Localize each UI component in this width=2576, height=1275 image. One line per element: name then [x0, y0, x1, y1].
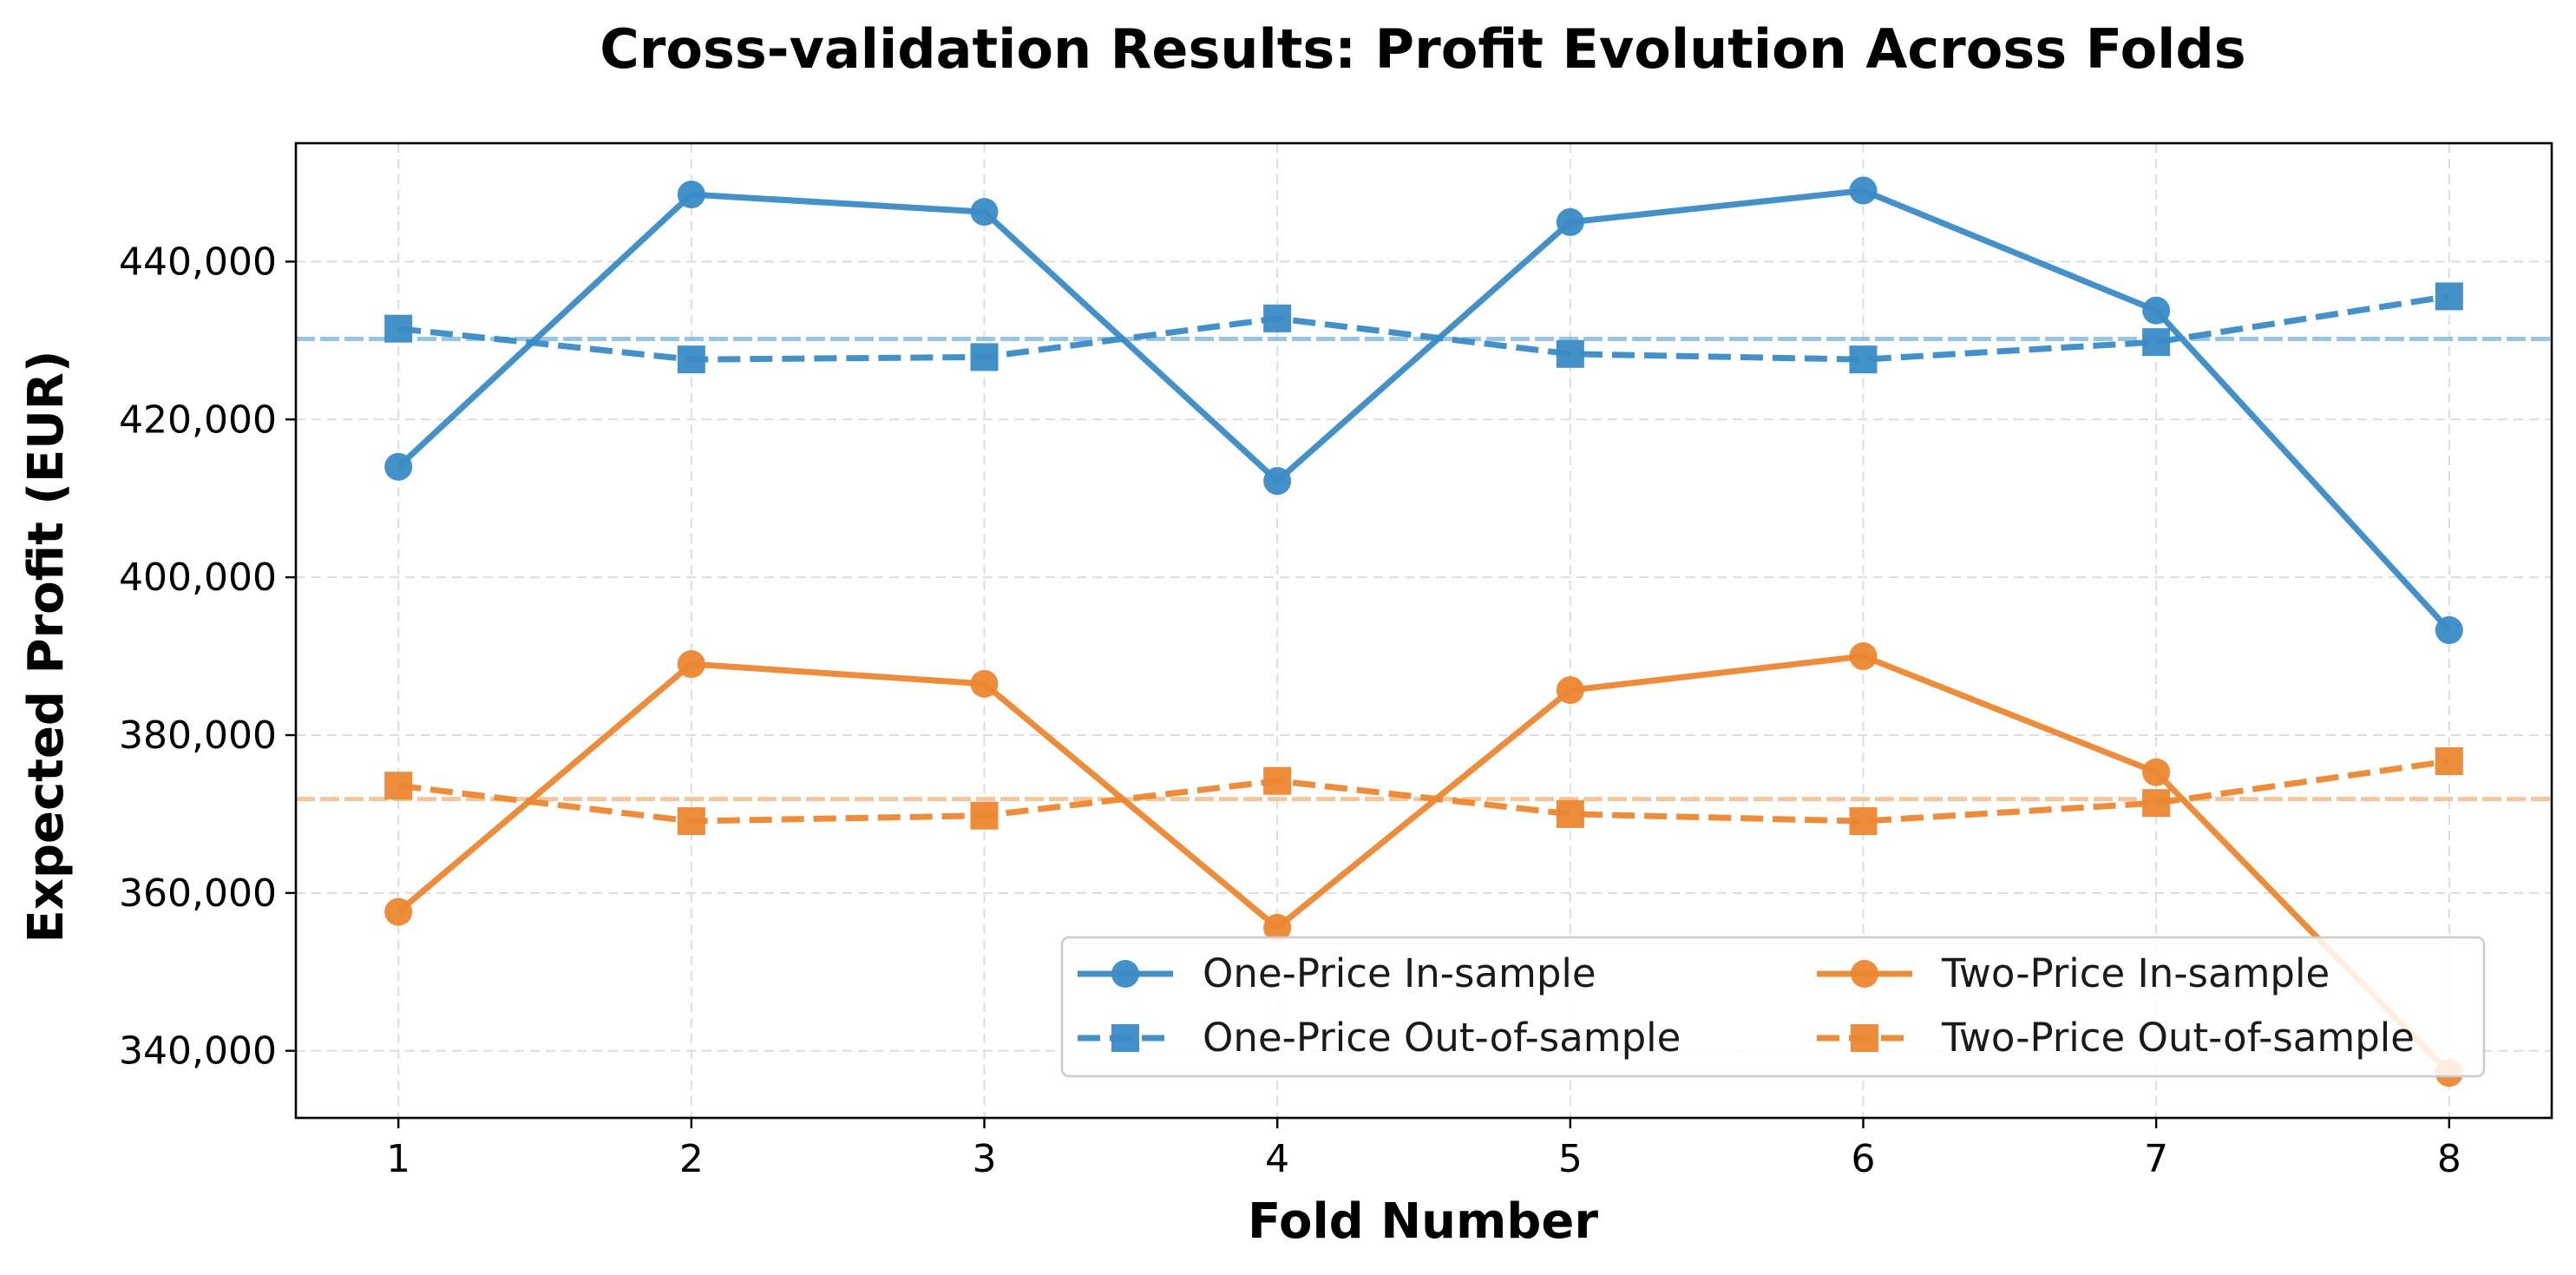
y-tick-label: 400,000: [119, 555, 277, 600]
data-point: [677, 181, 705, 209]
data-point: [384, 897, 413, 926]
chart-title: Cross-validation Results: Profit Evoluti…: [600, 17, 2245, 81]
data-point: [1263, 467, 1292, 496]
x-tick-label: 6: [1851, 1137, 1875, 1181]
plot-frame: [294, 141, 2553, 1120]
data-point: [677, 345, 705, 374]
series-line-3: [396, 653, 2452, 1075]
data-point: [970, 801, 999, 830]
data-point: [2435, 616, 2463, 645]
legend-marker: [1111, 1024, 1139, 1052]
data-point: [677, 650, 705, 679]
legend-marker: [1851, 960, 1878, 988]
y-tick-label: 440,000: [119, 240, 277, 284]
x-tick-label: 5: [1558, 1137, 1583, 1181]
series-line-2: [397, 292, 2450, 363]
data-point: [1556, 339, 1584, 368]
data-point: [1556, 676, 1584, 705]
data-point: [2435, 746, 2463, 775]
data-point: [384, 772, 413, 800]
data-point: [384, 452, 413, 481]
data-point: [970, 198, 999, 227]
data-point: [677, 807, 705, 836]
data-point: [1263, 913, 1292, 942]
legend: One-Price In-sample One-Price Out-of-samp…: [1060, 936, 2486, 1078]
legend-label: Two-Price In-sample: [1941, 950, 2330, 996]
data-point: [1849, 642, 1878, 671]
legend-box: [1060, 936, 2486, 1078]
data-point: [970, 343, 999, 371]
y-tick-label: 380,000: [119, 713, 277, 758]
x-tick-label: 7: [2144, 1137, 2168, 1181]
data-point: [1263, 766, 1292, 795]
data-point: [1263, 304, 1292, 332]
data-point: [1556, 207, 1584, 236]
data-point: [1849, 807, 1878, 836]
data-point: [1849, 345, 1878, 374]
data-point: [1556, 799, 1584, 828]
legend-entry: Two-Price In-sample: [1817, 950, 2330, 996]
data-point: [384, 314, 413, 343]
data-point: [2142, 328, 2171, 357]
x-tick-label: 4: [1265, 1137, 1289, 1181]
x-tick-label: 2: [679, 1137, 704, 1181]
series-line-4: [397, 758, 2450, 825]
plot-area: 1 2 3 4 5 6 7 8 340,000 360,000 380,000 400,000 420,…: [119, 141, 2553, 1181]
y-tick-label: 420,000: [119, 398, 277, 442]
x-tick-label: 8: [2437, 1137, 2461, 1181]
data-point: [2142, 296, 2171, 325]
data-point: [970, 669, 999, 698]
legend-label: One-Price Out-of-sample: [1203, 1015, 1681, 1061]
y-tick-label: 360,000: [119, 871, 277, 916]
x-tick-label: 3: [973, 1137, 997, 1181]
series-line-1: [396, 187, 2452, 633]
data-point: [2435, 282, 2463, 311]
legend-entry: One-Price Out-of-sample: [1078, 1015, 1681, 1061]
legend-entry: One-Price In-sample: [1078, 950, 1596, 996]
legend-label: Two-Price Out-of-sample: [1941, 1015, 2415, 1061]
legend-entry: Two-Price Out-of-sample: [1817, 1015, 2415, 1061]
x-tick-label: 1: [386, 1137, 410, 1181]
y-axis-label: Expected Profit (EUR): [18, 351, 75, 943]
legend-label: One-Price In-sample: [1203, 950, 1596, 996]
x-axis-label: Fold Number: [1248, 1193, 1598, 1250]
data-point: [1849, 176, 1878, 205]
legend-marker: [1111, 960, 1139, 988]
legend-marker: [1851, 1024, 1878, 1052]
y-tick-label: 340,000: [119, 1029, 277, 1074]
data-point: [2142, 789, 2171, 818]
data-point: [2142, 758, 2171, 786]
